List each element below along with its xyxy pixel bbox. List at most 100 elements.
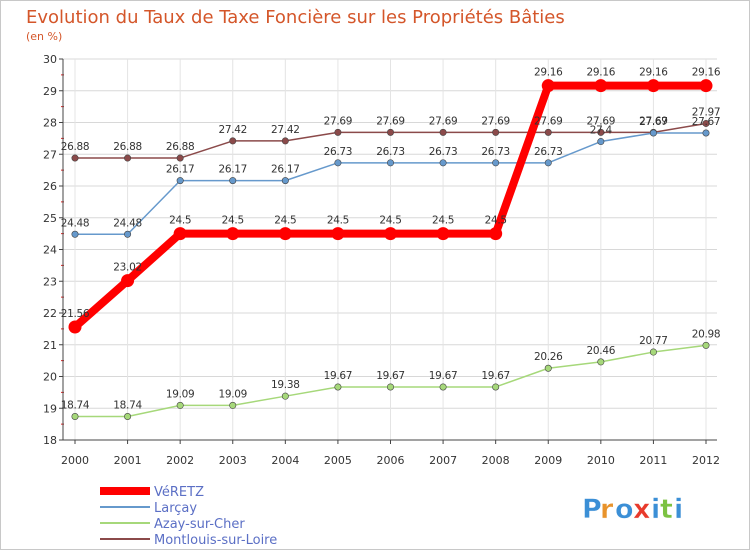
data-label: 20.26 (534, 351, 563, 363)
series-group (68, 79, 713, 421)
data-label: 26.73 (481, 146, 510, 158)
data-label: 20.46 (587, 345, 616, 357)
data-point (436, 227, 450, 241)
data-label: 24.48 (61, 217, 90, 229)
y-tick-label: 21 (43, 339, 57, 352)
data-label: 18.74 (61, 400, 90, 412)
x-tick-label: 2001 (114, 454, 142, 467)
data-label: 27.97 (692, 106, 721, 118)
data-point (229, 177, 237, 185)
data-label: 27.69 (429, 115, 458, 127)
data-label: 27.69 (324, 115, 353, 127)
x-tick-label: 2003 (219, 454, 247, 467)
x-tick-label: 2000 (61, 454, 89, 467)
chart-title: Evolution du Taux de Taxe Foncière sur l… (26, 7, 565, 28)
data-label: 27.67 (692, 116, 721, 128)
data-label: 26.17 (166, 164, 195, 176)
logo-letter: r (600, 494, 614, 525)
data-label: 24.5 (485, 215, 507, 227)
data-point (331, 227, 345, 241)
data-label: 27.69 (587, 115, 616, 127)
legend-label: VéRETZ (154, 485, 204, 500)
data-point (544, 128, 552, 136)
y-tick-label: 22 (43, 307, 57, 320)
data-point (384, 227, 397, 241)
data-point (71, 413, 79, 421)
data-point (594, 79, 608, 93)
data-point (334, 383, 342, 391)
data-label: 19.67 (429, 370, 458, 382)
data-point (226, 227, 240, 241)
data-label: 29.16 (534, 67, 563, 79)
data-label: 24.5 (327, 215, 349, 227)
y-tick-label: 26 (43, 180, 57, 193)
data-point (699, 79, 713, 93)
y-tick-label: 29 (43, 85, 57, 98)
legend-label: Larçay (154, 501, 197, 516)
data-label: 19.38 (271, 379, 300, 391)
data-label: 27.69 (639, 115, 668, 127)
data-point (386, 383, 394, 391)
x-tick-label: 2005 (324, 454, 352, 467)
data-label: 24.5 (222, 215, 244, 227)
y-tick-label: 18 (43, 434, 57, 447)
legend: VéRETZLarçayAzay-sur-CherMontlouis-sur-L… (100, 485, 277, 548)
axes: 18 19 20 21 22 23 24 25 26 27 28 29 30 2000 2001 2002 20… (43, 53, 720, 467)
data-point (702, 341, 710, 349)
data-point (702, 129, 710, 137)
data-label: 23.02 (113, 262, 142, 274)
data-label: 24.5 (379, 215, 401, 227)
legend-label: Azay-sur-Cher (154, 517, 245, 532)
data-point (646, 79, 660, 93)
data-point (649, 348, 657, 356)
data-point (281, 137, 289, 145)
data-label: 20.77 (639, 335, 668, 347)
data-point (544, 364, 552, 372)
x-tick-label: 2002 (166, 454, 194, 467)
data-label: 29.16 (639, 67, 668, 79)
y-tick-label: 23 (43, 275, 57, 288)
y-tick-label: 30 (43, 53, 57, 66)
data-point (176, 154, 184, 162)
data-point (492, 383, 500, 391)
data-point (229, 137, 237, 145)
data-point (124, 230, 132, 238)
data-point (386, 128, 394, 136)
data-label: 29.16 (692, 67, 721, 79)
proxiti-logo: Pr o x i t i (582, 494, 684, 526)
data-label: 27.69 (376, 115, 405, 127)
x-tick-label: 2012 (692, 454, 720, 467)
y-tick-label: 25 (43, 212, 57, 225)
data-label: 27.69 (534, 115, 563, 127)
grid (63, 58, 717, 441)
data-label: 24.5 (169, 215, 191, 227)
data-label: 18.74 (113, 400, 142, 412)
data-label: 26.17 (271, 164, 300, 176)
data-label: 27.42 (271, 124, 300, 136)
data-point (544, 159, 552, 167)
data-label: 19.67 (376, 370, 405, 382)
x-tick-label: 2009 (534, 454, 562, 467)
data-point (71, 230, 79, 238)
data-point (334, 128, 342, 136)
data-label: 26.73 (534, 146, 563, 158)
data-point (229, 401, 237, 409)
data-point (597, 128, 605, 136)
data-point (278, 227, 292, 241)
data-label: 27.67 (639, 116, 668, 128)
data-point (439, 159, 447, 167)
data-point (541, 79, 555, 93)
logo-letter: x (633, 494, 650, 525)
data-point (597, 138, 605, 146)
logo-letter: o (615, 494, 634, 525)
data-label: 27.4 (590, 125, 613, 137)
data-label: 27.42 (218, 124, 247, 136)
data-point (702, 119, 710, 127)
data-point (68, 320, 82, 334)
data-label: 26.88 (166, 141, 195, 153)
data-label: 27.69 (481, 115, 510, 127)
data-label: 26.88 (113, 141, 142, 153)
data-point (176, 401, 184, 409)
data-point (121, 274, 135, 288)
